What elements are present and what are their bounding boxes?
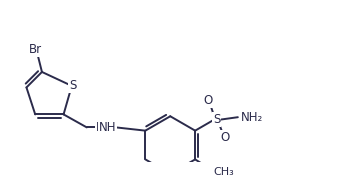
- Text: O: O: [220, 131, 230, 144]
- Text: NH₂: NH₂: [241, 111, 264, 124]
- Text: Br: Br: [29, 43, 42, 56]
- Text: CH₃: CH₃: [213, 167, 234, 176]
- Text: NH: NH: [98, 121, 116, 134]
- Text: N: N: [96, 121, 105, 134]
- Text: S: S: [213, 113, 220, 126]
- Text: S: S: [69, 79, 76, 92]
- Text: H: H: [106, 122, 114, 132]
- Text: O: O: [204, 95, 213, 108]
